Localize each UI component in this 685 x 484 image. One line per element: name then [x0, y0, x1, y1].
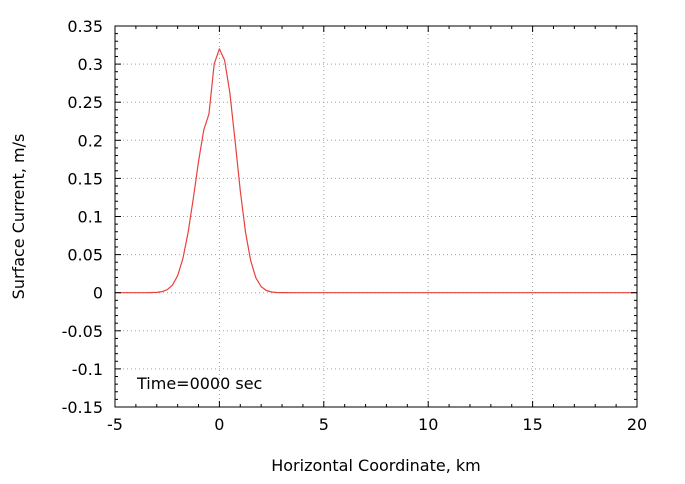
y-tick-label: -0.15 — [62, 398, 103, 417]
axis-ticks — [114, 25, 638, 408]
y-tick-label: 0.1 — [78, 208, 103, 227]
y-tick-label: 0.3 — [78, 55, 103, 74]
x-tick-label: 15 — [522, 415, 542, 434]
time-annotation: Time=0000 sec — [136, 374, 262, 393]
x-tick-label: 20 — [627, 415, 647, 434]
y-tick-label: -0.1 — [72, 360, 103, 379]
y-tick-label: 0.35 — [67, 17, 103, 36]
y-tick-label: 0.15 — [67, 169, 103, 188]
y-tick-label: 0 — [93, 284, 103, 303]
x-tick-label: 5 — [319, 415, 329, 434]
y-tick-label: 0.2 — [78, 131, 103, 150]
y-tick-label: 0.05 — [67, 246, 103, 265]
x-tick-label: -5 — [107, 415, 123, 434]
y-tick-label: -0.05 — [62, 322, 103, 341]
series-line-0 — [115, 48, 637, 294]
y-tick-label: 0.25 — [67, 93, 103, 112]
y-axis-label: Surface Current, m/s — [9, 134, 28, 300]
series-layer — [115, 48, 637, 294]
tick-labels: -5 0 5 10 15 20 -0.15 -0.1 -0.05 0 0.05 0.1 0.15 0.2 0… — [62, 17, 648, 434]
x-tick-label: 0 — [214, 415, 224, 434]
x-axis-label: Horizontal Coordinate, km — [271, 456, 481, 475]
grid-lines — [115, 26, 637, 407]
x-tick-label: 10 — [418, 415, 438, 434]
